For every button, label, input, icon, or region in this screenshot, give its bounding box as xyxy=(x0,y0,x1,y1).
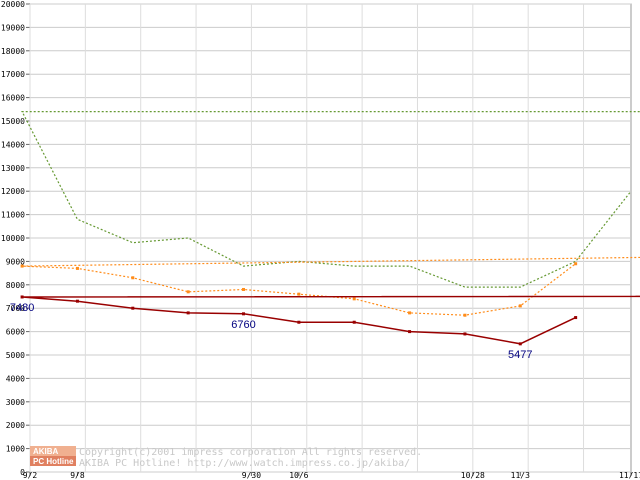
x-tick-label: 10/6 xyxy=(289,471,308,480)
copyright-watermark: AKIBA PC Hotline Copyright(c)2001 impres… xyxy=(30,446,422,469)
series-point-2 xyxy=(131,306,135,310)
y-tick-label: 2000 xyxy=(6,421,25,430)
logo-bottom-text: PC Hotline xyxy=(33,457,74,466)
x-axis-tick-labels: 9/29/3010/2811/2512/231/272/243/244/215/… xyxy=(23,471,640,480)
series-point-1 xyxy=(297,292,301,296)
logo-box-bottom xyxy=(30,456,76,466)
y-tick-label: 15000 xyxy=(1,117,25,126)
series-point-1 xyxy=(242,287,246,291)
y-tick-label: 14000 xyxy=(1,140,25,149)
y-tick-label: 20000 xyxy=(1,0,25,9)
y-tick-label: 12000 xyxy=(1,187,25,196)
series-point-2 xyxy=(408,330,412,334)
y-tick-label: 0 xyxy=(20,468,25,477)
copyright-line: Copyright(c)2001 impress corporation All… xyxy=(79,447,422,458)
logo-top-text: AKIBA xyxy=(33,447,59,456)
data-label: 6760 xyxy=(231,319,255,331)
chart-grid xyxy=(26,3,632,476)
series-point-1 xyxy=(186,290,190,294)
series-line-1 xyxy=(22,256,640,316)
series-point-2 xyxy=(574,316,578,320)
series-point-1 xyxy=(131,276,135,280)
x-tick-label: 9/30 xyxy=(242,471,261,480)
chart-series xyxy=(20,110,640,346)
y-tick-label: 8000 xyxy=(6,281,25,290)
series-line-0 xyxy=(21,110,640,288)
series-point-2 xyxy=(242,312,246,316)
series-point-1 xyxy=(352,297,356,301)
data-label: 5477 xyxy=(508,349,532,361)
series-point-2 xyxy=(463,332,467,336)
y-axis-tick-labels: 0 1000 2000 3000 4000 5000 6000 7000 8000 9000 100… xyxy=(1,0,25,477)
series-point-2 xyxy=(20,295,24,299)
data-labels: 128009800748067605477 xyxy=(10,302,533,361)
series-point-1 xyxy=(75,266,79,270)
x-tick-label: 11/3 xyxy=(511,471,530,480)
y-tick-label: 19000 xyxy=(1,23,25,32)
y-tick-label: 11000 xyxy=(1,211,25,220)
series-point-2 xyxy=(297,320,301,324)
y-tick-label: 9000 xyxy=(6,257,25,266)
x-tick-label: 11/17 xyxy=(619,471,640,480)
y-tick-label: 17000 xyxy=(1,70,25,79)
y-tick-label: 16000 xyxy=(1,94,25,103)
data-label: 7480 xyxy=(10,302,34,314)
y-tick-label: 18000 xyxy=(1,47,25,56)
y-tick-label: 7000 xyxy=(6,304,25,313)
y-tick-label: 13000 xyxy=(1,164,25,173)
y-tick-label: 1000 xyxy=(6,445,25,454)
series-point-1 xyxy=(574,262,578,266)
series-point-2 xyxy=(186,311,190,315)
x-tick-label: 9/2 xyxy=(23,471,38,480)
series-point-1 xyxy=(20,264,24,268)
series-point-2 xyxy=(518,342,522,346)
site-line: AKIBA PC Hotline! http://www.watch.impre… xyxy=(79,458,410,469)
series-point-1 xyxy=(408,311,412,315)
x-tick-label: 10/28 xyxy=(461,471,485,480)
series-point-2 xyxy=(75,299,79,303)
series-point-1 xyxy=(518,304,522,308)
y-tick-label: 3000 xyxy=(6,398,25,407)
y-tick-label: 4000 xyxy=(6,374,25,383)
series-point-1 xyxy=(463,313,467,317)
y-tick-label: 6000 xyxy=(6,328,25,337)
y-tick-label: 10000 xyxy=(1,234,25,243)
series-point-2 xyxy=(352,320,356,324)
x-tick-label: 9/8 xyxy=(70,471,85,480)
y-tick-label: 5000 xyxy=(6,351,25,360)
logo-box-top xyxy=(30,446,76,456)
